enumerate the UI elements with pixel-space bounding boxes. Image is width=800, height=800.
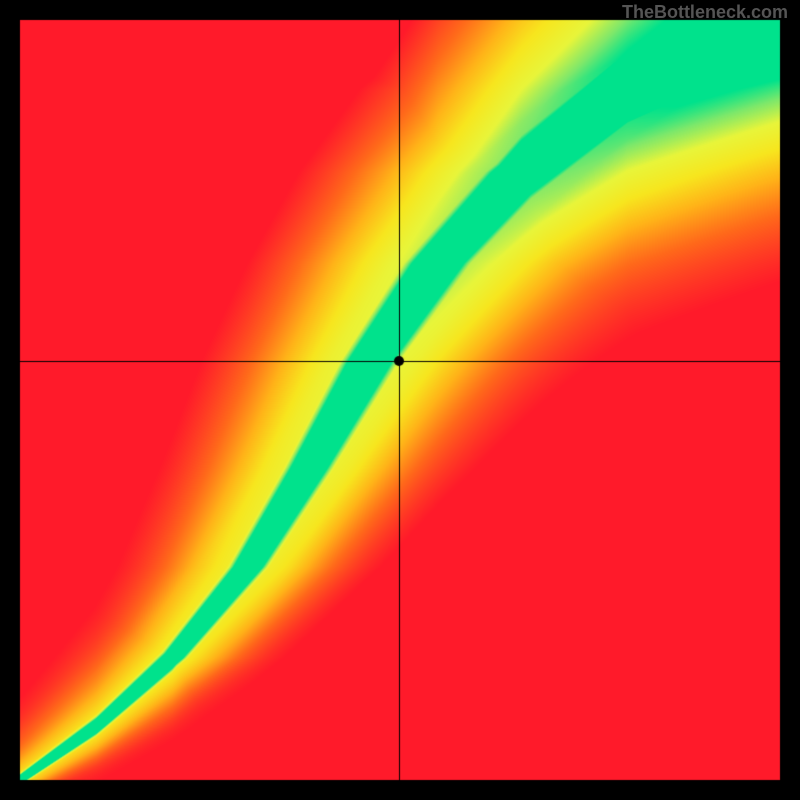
chart-container: TheBottleneck.com [0,0,800,800]
heatmap-canvas [0,0,800,800]
attribution-text: TheBottleneck.com [622,2,788,23]
